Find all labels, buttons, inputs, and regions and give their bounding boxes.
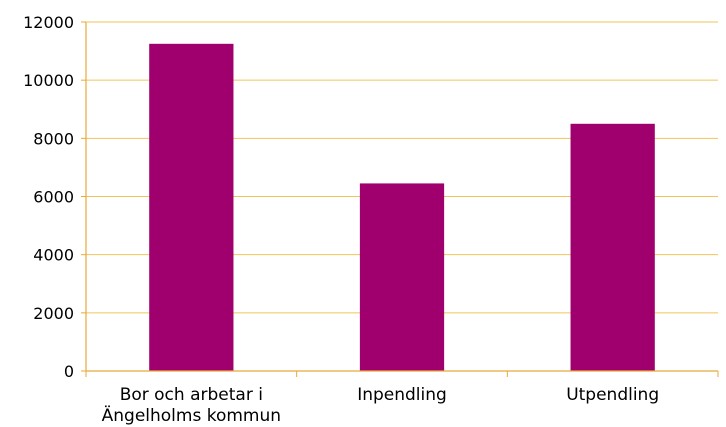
bar [149, 43, 234, 371]
y-tick-label: 2000 [33, 304, 74, 323]
y-tick-label: 8000 [33, 129, 74, 148]
axes [81, 21, 719, 377]
bar [359, 183, 445, 371]
y-tick-label: 6000 [33, 188, 74, 207]
bars [149, 43, 655, 372]
y-tick-label: 0 [64, 362, 74, 381]
y-tick-label: 10000 [23, 71, 74, 90]
bar [570, 123, 655, 372]
x-axis-category-labels: Bor och arbetar i Ängelholms kommun Inpend… [102, 385, 660, 426]
x-category-label: Inpendling [357, 385, 447, 405]
x-category-label: Bor och arbetar i Ängelholms kommun [102, 385, 281, 426]
x-category-label: Utpendling [566, 385, 659, 405]
y-axis-tick-labels: 0 2000 4000 6000 8000 10000 12000 [23, 13, 74, 381]
y-tick-label: 12000 [23, 13, 74, 32]
y-tick-label: 4000 [33, 246, 74, 265]
